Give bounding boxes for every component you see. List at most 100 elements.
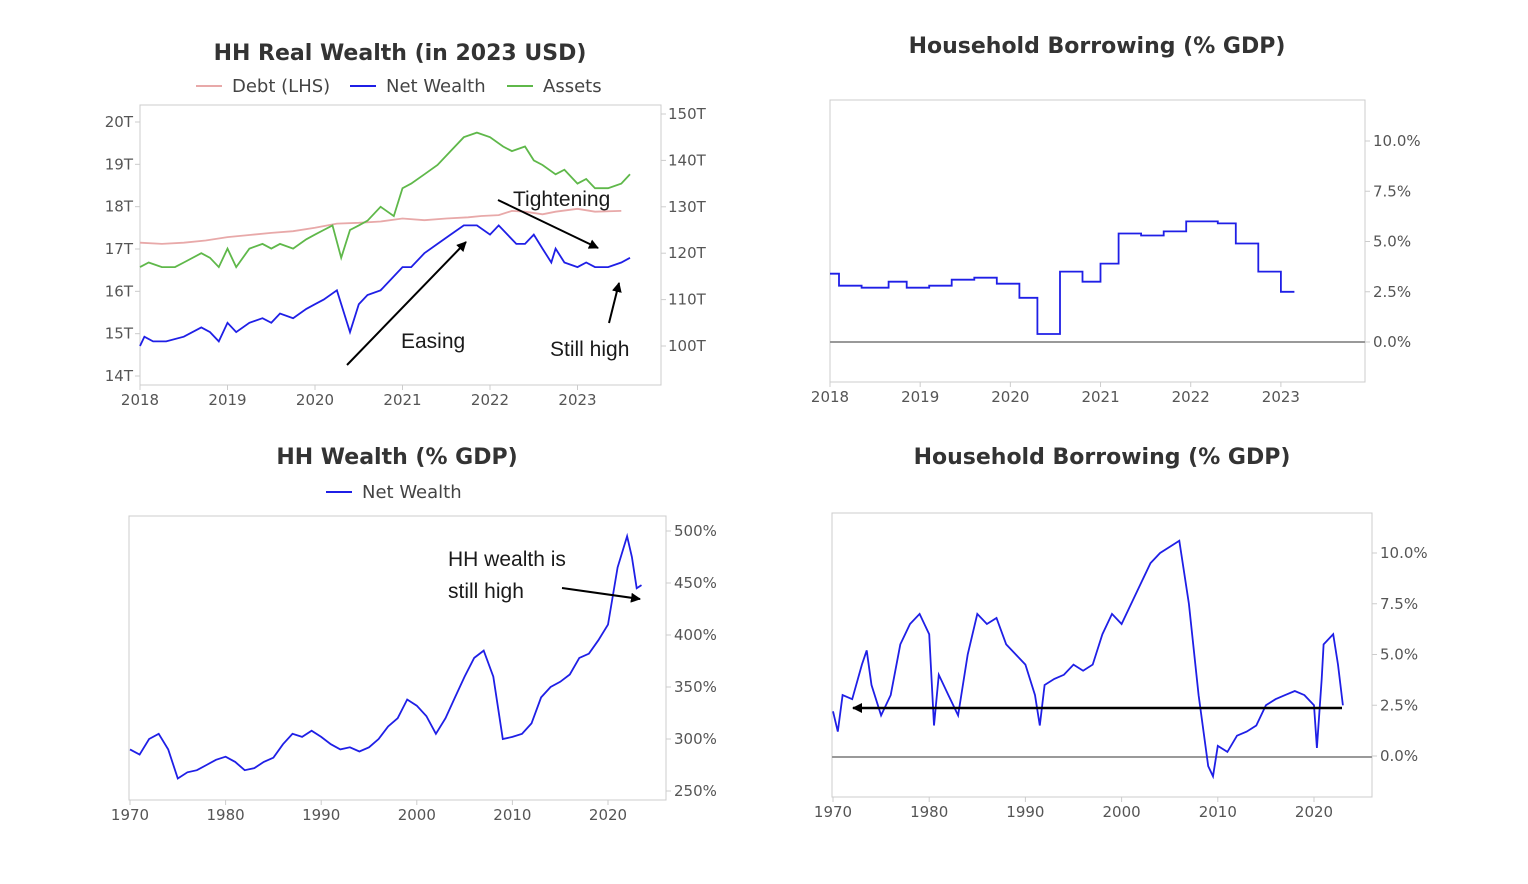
x-tick-label: 1970	[814, 803, 852, 821]
x-tick-label: 1990	[1006, 803, 1044, 821]
borrowing-long-line	[832, 539, 1344, 780]
left-tick-label: 17T	[105, 240, 134, 258]
chart-hh-wealth-gdp: HH Wealth (% GDP) Net Wealth 250% 300% 350…	[111, 445, 717, 824]
right-tick-label: 110T	[668, 291, 707, 309]
net-wealth-line	[139, 224, 631, 347]
x-tick-label: 2021	[383, 391, 421, 409]
chart-1-x-axis: 2018 2019 2020 2021 2022 2023	[121, 385, 597, 409]
y-tick-label: 10.0%	[1373, 132, 1421, 150]
still-high-arrow	[608, 282, 622, 324]
chart-2-plot-frame	[829, 99, 1366, 383]
legend-net-wealth-label-3: Net Wealth	[362, 482, 462, 503]
chart-3-plot-frame	[128, 515, 667, 801]
right-tick-label: 130T	[668, 198, 707, 216]
chart-4-plot-frame	[831, 512, 1373, 798]
chart-3-series	[129, 532, 642, 780]
easing-arrow	[346, 241, 467, 366]
chart-2-y-axis: 0.0% 2.5% 5.0% 7.5% 10.0%	[1365, 132, 1421, 351]
chart-4-series	[832, 539, 1344, 780]
assets-line	[139, 131, 631, 269]
x-tick-label: 2021	[1081, 388, 1119, 406]
y-tick-label: 300%	[674, 730, 717, 748]
y-tick-label: 450%	[674, 574, 717, 592]
x-tick-label: 2020	[589, 806, 627, 824]
still-high-label: Still high	[550, 338, 629, 361]
chart-3-y-axis: 250% 300% 350% 400% 450% 500%	[666, 522, 717, 800]
left-tick-label: 19T	[105, 155, 134, 173]
right-tick-label: 100T	[668, 337, 707, 355]
chart-4-title: Household Borrowing (% GDP)	[914, 445, 1291, 470]
legend-debt-label: Debt (LHS)	[232, 76, 330, 97]
y-tick-label: 7.5%	[1380, 595, 1418, 613]
right-tick-label: 120T	[668, 244, 707, 262]
x-tick-label: 1970	[111, 806, 149, 824]
x-tick-label: 2019	[208, 391, 246, 409]
x-tick-label: 2019	[901, 388, 939, 406]
x-tick-label: 2000	[398, 806, 436, 824]
chart-2-title: Household Borrowing (% GDP)	[909, 34, 1286, 59]
chart-1-title: HH Real Wealth (in 2023 USD)	[214, 41, 587, 66]
chart-3-annotations: HH wealth is still high	[448, 548, 641, 603]
y-tick-label: 2.5%	[1373, 283, 1411, 301]
tightening-label: Tightening	[513, 188, 610, 211]
tightening-arrow	[497, 199, 599, 249]
left-tick-label: 15T	[105, 325, 134, 343]
x-tick-label: 1990	[302, 806, 340, 824]
chart-1-plot-frame	[139, 104, 662, 386]
chart-household-borrowing-long: Household Borrowing (% GDP) 0.0% 2.5% 5.0%…	[814, 445, 1428, 821]
hh-wealth-annotation-line1: HH wealth is	[448, 548, 566, 571]
chart-3-x-axis: 1970 1980 1990 2000 2010 2020	[111, 800, 627, 824]
legend-net-wealth-label: Net Wealth	[386, 76, 486, 97]
chart-1-annotations: Tightening Easing Still high	[346, 188, 629, 366]
y-tick-label: 5.0%	[1380, 646, 1418, 664]
chart-2-series	[830, 220, 1295, 335]
y-tick-label: 7.5%	[1373, 182, 1411, 200]
chart-4-y-axis: 0.0% 2.5% 5.0% 7.5% 10.0%	[1372, 544, 1428, 765]
chart-2-x-axis: 2018 2019 2020 2021 2022 2023	[811, 382, 1300, 406]
chart-4-x-axis: 1970 1980 1990 2000 2010 2020	[814, 797, 1333, 821]
y-tick-label: 250%	[674, 782, 717, 800]
x-tick-label: 2010	[1199, 803, 1237, 821]
y-tick-label: 500%	[674, 522, 717, 540]
chart-1-legend: Debt (LHS) Net Wealth Assets	[196, 76, 602, 97]
chart-hh-real-wealth: HH Real Wealth (in 2023 USD) Debt (LHS) …	[105, 41, 707, 409]
left-tick-label: 14T	[105, 367, 134, 385]
hh-wealth-arrow	[561, 587, 641, 603]
borrowing-line	[830, 220, 1295, 335]
hh-wealth-line	[129, 532, 642, 780]
x-tick-label: 1980	[207, 806, 245, 824]
chart-1-right-axis: 100T 110T 120T 130T 140T 150T	[661, 105, 707, 355]
x-tick-label: 2020	[296, 391, 334, 409]
left-tick-label: 18T	[105, 198, 134, 216]
y-tick-label: 350%	[674, 678, 717, 696]
x-tick-label: 2018	[811, 388, 849, 406]
chart-3-legend: Net Wealth	[326, 482, 462, 503]
left-tick-label: 20T	[105, 113, 134, 131]
y-tick-label: 5.0%	[1373, 233, 1411, 251]
x-tick-label: 2020	[1295, 803, 1333, 821]
x-tick-label: 2000	[1103, 803, 1141, 821]
chart-household-borrowing-recent: Household Borrowing (% GDP) 0.0% 2.5% 5.0%…	[811, 34, 1421, 406]
x-tick-label: 2023	[558, 391, 596, 409]
hh-wealth-annotation-line2: still high	[448, 580, 524, 603]
y-tick-label: 0.0%	[1380, 747, 1418, 765]
y-tick-label: 2.5%	[1380, 696, 1418, 714]
x-tick-label: 1980	[910, 803, 948, 821]
x-tick-label: 2020	[991, 388, 1029, 406]
x-tick-label: 2010	[493, 806, 531, 824]
right-tick-label: 150T	[668, 105, 707, 123]
x-tick-label: 2023	[1262, 388, 1300, 406]
chart-1-series	[139, 131, 631, 347]
chart-1-left-axis: 14T 15T 16T 17T 18T 19T 20T	[105, 113, 140, 385]
x-tick-label: 2022	[471, 391, 509, 409]
easing-label: Easing	[401, 330, 465, 353]
y-tick-label: 10.0%	[1380, 544, 1428, 562]
chart-3-title: HH Wealth (% GDP)	[276, 445, 517, 470]
debt-line	[139, 207, 622, 245]
x-tick-label: 2018	[121, 391, 159, 409]
y-tick-label: 0.0%	[1373, 333, 1411, 351]
y-tick-label: 400%	[674, 626, 717, 644]
right-tick-label: 140T	[668, 151, 707, 169]
legend-assets-label: Assets	[543, 76, 602, 97]
